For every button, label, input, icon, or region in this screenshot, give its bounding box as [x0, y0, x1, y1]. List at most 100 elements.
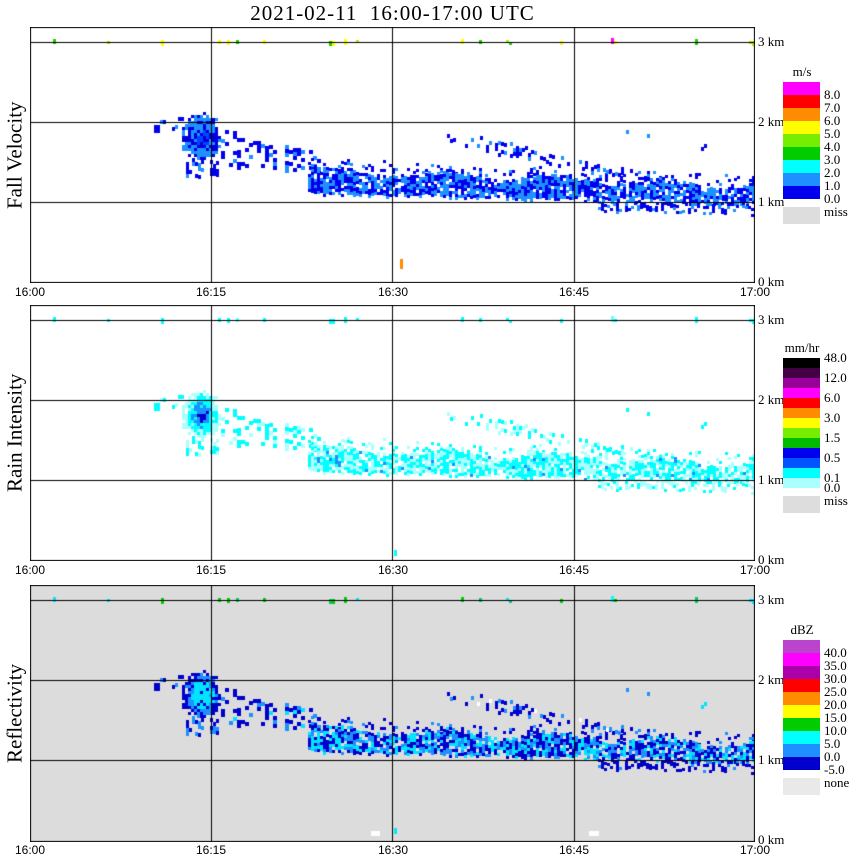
- y-axis-title-rain-intensity: Rain Intensity: [2, 373, 27, 493]
- height-axis-label: 0 km: [758, 552, 785, 567]
- legend-scale-label: 8.0: [824, 87, 841, 102]
- page-title: 2021-02-11 16:00-17:00 UTC: [250, 1, 535, 25]
- legend-missing-block: [783, 207, 820, 224]
- legend-unit-title: m/s: [792, 64, 812, 79]
- legend-unit-title: mm/hr: [784, 340, 820, 355]
- y-axis-title-reflectivity: Reflectivity: [2, 663, 27, 763]
- x-tick-label: 16:30: [377, 843, 409, 857]
- y-axis-title-fall-velocity: Fall Velocity: [2, 101, 27, 209]
- legend-color-block: [783, 186, 820, 199]
- legend-color-block: [783, 358, 820, 368]
- legend-color-block: [783, 653, 820, 666]
- legend-scale-label: 0.1: [824, 470, 841, 485]
- x-tick-label: 16:00: [14, 843, 46, 857]
- legend-scale-label: 25.0: [824, 684, 847, 699]
- legend-color-block: [783, 757, 820, 770]
- legend-scale-label: 20.0: [824, 697, 847, 712]
- legend-color-block: [783, 173, 820, 186]
- legend-color-block: [783, 428, 820, 438]
- x-tick-label: 16:00: [14, 563, 46, 577]
- legend-scale-label: 0.0: [824, 480, 841, 495]
- legend-color-block: [783, 718, 820, 731]
- legend-scale-label: 2.0: [824, 165, 841, 180]
- legend-scale-label: 12.0: [824, 370, 847, 385]
- panel-reflectivity: [30, 585, 755, 842]
- legend-color-block: [783, 95, 820, 108]
- legend-scale-label: -5.0: [824, 762, 845, 777]
- legend-color-block: [783, 121, 820, 134]
- reflectivity-plot-canvas: [30, 585, 755, 842]
- legend-color-block: [783, 692, 820, 705]
- panel-rain-intensity: [30, 305, 755, 561]
- legend-scale-label: 40.0: [824, 645, 847, 660]
- legend-color-block: [783, 468, 820, 478]
- x-tick-label: 16:45: [558, 285, 590, 299]
- legend-color-block: [783, 418, 820, 428]
- legend-color-block: [783, 82, 820, 95]
- legend-missing-block: [783, 496, 820, 513]
- height-axis-label: 0 km: [758, 832, 785, 847]
- legend-scale-label: 0.0: [824, 191, 841, 206]
- legend-missing-label: miss: [824, 204, 848, 219]
- legend-scale-label: 4.0: [824, 139, 841, 154]
- legend-scale-label: 15.0: [824, 710, 847, 725]
- x-tick-label: 16:15: [195, 563, 227, 577]
- legend-missing-label: none: [824, 775, 850, 790]
- legend-color-block: [783, 368, 820, 378]
- legend-color-block: [783, 438, 820, 448]
- x-tick-label: 16:15: [195, 843, 227, 857]
- x-tick-label: 16:30: [377, 563, 409, 577]
- legend-scale-label: 1.5: [824, 430, 841, 445]
- legend-color-block: [783, 448, 820, 458]
- x-tick-label: 16:30: [377, 285, 409, 299]
- legend-scale-label: 0.5: [824, 450, 841, 465]
- legend-scale-label: 7.0: [824, 100, 841, 115]
- panel-fall-velocity: [30, 27, 755, 283]
- legend-scale-label: 0.0: [824, 749, 841, 764]
- legend-missing-label: miss: [824, 493, 848, 508]
- legend-scale-label: 6.0: [824, 390, 841, 405]
- legend-scale-label: 5.0: [824, 126, 841, 141]
- height-axis-label: 2 km: [758, 392, 785, 407]
- legend-scale-label: 6.0: [824, 113, 841, 128]
- legend-color-block: [783, 458, 820, 468]
- legend-scale-label: 10.0: [824, 723, 847, 738]
- height-axis-label: 3 km: [758, 312, 785, 327]
- legend-color-block: [783, 744, 820, 757]
- fall-velocity-plot-canvas: [30, 27, 755, 283]
- legend-color-block: [783, 731, 820, 744]
- height-axis-label: 1 km: [758, 194, 785, 209]
- legend-color-block: [783, 388, 820, 398]
- legend-color-block: [783, 398, 820, 408]
- rain-intensity-plot-canvas: [30, 305, 755, 561]
- legend-scale-label: 1.0: [824, 178, 841, 193]
- legend-missing-block: [783, 778, 820, 795]
- legend-color-block: [783, 478, 820, 488]
- legend-scale-label: 5.0: [824, 736, 841, 751]
- legend-color-block: [783, 666, 820, 679]
- x-tick-label: 16:45: [558, 563, 590, 577]
- legend-scale-label: 35.0: [824, 658, 847, 673]
- height-axis-label: 3 km: [758, 34, 785, 49]
- x-tick-label: 17:00: [739, 285, 771, 299]
- legend-color-block: [783, 408, 820, 418]
- legend-color-block: [783, 108, 820, 121]
- height-axis-label: 1 km: [758, 472, 785, 487]
- legend-color-block: [783, 705, 820, 718]
- height-axis-label: 1 km: [758, 752, 785, 767]
- legend-scale-label: 3.0: [824, 152, 841, 167]
- x-tick-label: 16:00: [14, 285, 46, 299]
- x-tick-label: 16:15: [195, 285, 227, 299]
- legend-color-block: [783, 160, 820, 173]
- legend-color-block: [783, 134, 820, 147]
- legend-scale-label: 48.0: [824, 350, 847, 365]
- legend-color-block: [783, 640, 820, 653]
- legend-color-block: [783, 147, 820, 160]
- height-axis-label: 0 km: [758, 274, 785, 289]
- height-axis-label: 2 km: [758, 672, 785, 687]
- legend-color-block: [783, 378, 820, 388]
- height-axis-label: 2 km: [758, 114, 785, 129]
- x-tick-label: 17:00: [739, 563, 771, 577]
- height-axis-label: 3 km: [758, 592, 785, 607]
